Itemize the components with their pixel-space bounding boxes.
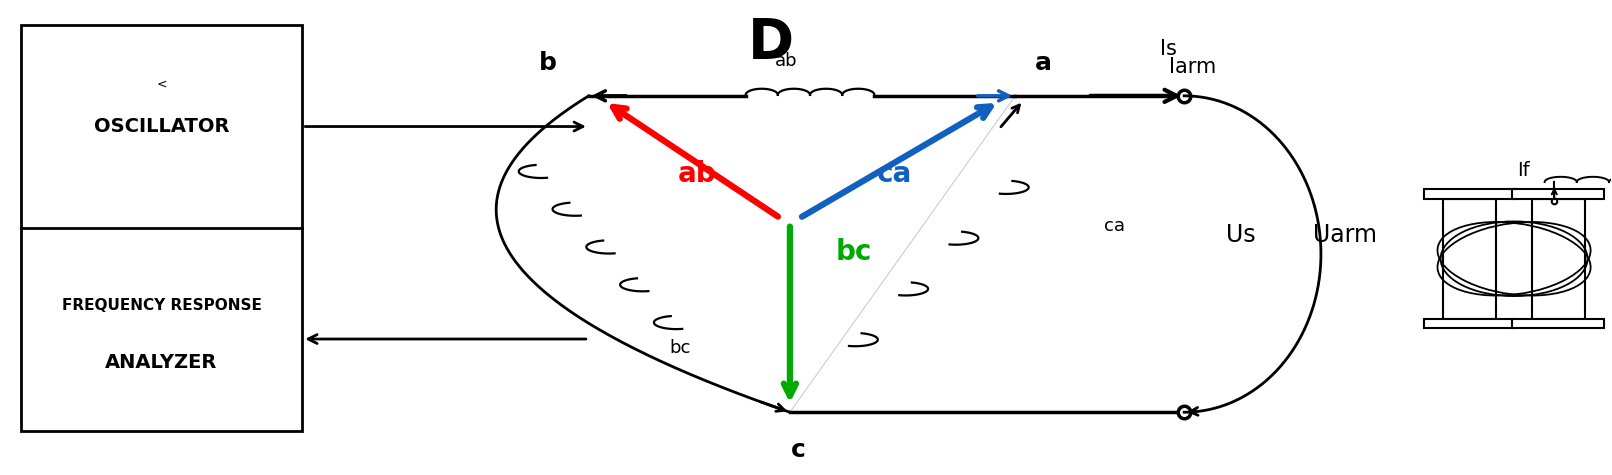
Text: Us: Us [1225, 223, 1256, 247]
Bar [1423, 189, 1515, 199]
Text: bc: bc [671, 340, 692, 358]
Bar [1531, 199, 1585, 319]
Text: c: c [790, 438, 806, 462]
Text: Uarm: Uarm [1314, 223, 1377, 247]
Text: D: D [748, 16, 793, 69]
Text: <: < [156, 77, 166, 91]
Bar [1512, 319, 1604, 328]
Bar [21, 25, 303, 431]
Text: Iarm: Iarm [1169, 57, 1215, 76]
Bar [1443, 199, 1496, 319]
Text: OSCILLATOR: OSCILLATOR [93, 117, 229, 136]
Text: a: a [1035, 50, 1051, 75]
Text: Is: Is [1159, 38, 1177, 58]
Text: bc: bc [837, 238, 872, 266]
Text: If: If [1517, 161, 1530, 180]
Text: ca: ca [1104, 217, 1125, 235]
Text: FREQUENCY RESPONSE: FREQUENCY RESPONSE [61, 298, 261, 314]
Text: ca: ca [877, 160, 912, 188]
Text: ab: ab [775, 52, 798, 70]
Bar [1512, 189, 1604, 199]
Text: b: b [538, 50, 556, 75]
Text: ANALYZER: ANALYZER [105, 353, 218, 372]
Text: ab: ab [677, 160, 716, 188]
Bar [1423, 319, 1515, 328]
